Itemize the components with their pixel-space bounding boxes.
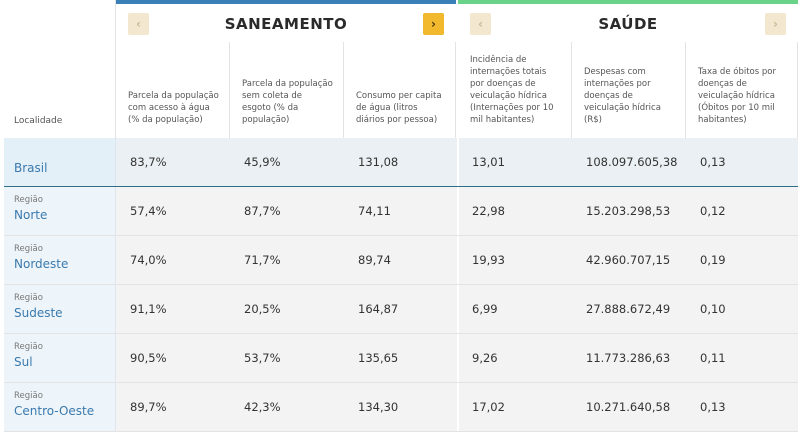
- column-header-agua: Parcela da população com acesso à água (…: [116, 42, 230, 138]
- table-cell: 0,11: [700, 351, 726, 365]
- column-header-despesas: Despesas com internações por doenças de …: [572, 42, 686, 138]
- table-cell: 6,99: [472, 302, 498, 316]
- chevron-left-icon[interactable]: ‹: [470, 13, 491, 35]
- row-values: 83,7% 45,9% 131,08 13,01 108.097.605,38 0,13: [116, 138, 798, 186]
- column-header-text: Incidência de internações totais por doe…: [470, 55, 554, 125]
- group-saude: ‹ SAÚDE ›: [458, 0, 798, 138]
- group-separator: [457, 334, 459, 382]
- table-cell: 57,4%: [130, 204, 167, 218]
- table-cell: 135,65: [358, 351, 399, 365]
- group-separator: [457, 236, 459, 284]
- table-cell: 89,74: [358, 253, 391, 267]
- location-name[interactable]: Sul: [14, 355, 33, 369]
- table-cell: 10.271.640,58: [586, 400, 671, 414]
- table-row[interactable]: Região Nordeste 74,0% 71,7% 89,74 19,93 42.960…: [4, 236, 798, 285]
- table-cell: 20,5%: [244, 302, 281, 316]
- group-separator: [457, 285, 459, 333]
- table-cell: 0,12: [700, 204, 726, 218]
- column-header-text: Taxa de óbitos por doenças de veiculação…: [698, 67, 776, 125]
- row-location[interactable]: Região Sul: [4, 334, 116, 382]
- table-cell: 13,01: [472, 155, 505, 169]
- column-header-text: Parcela da população sem coleta de esgot…: [242, 79, 333, 125]
- table-cell: 9,26: [472, 351, 498, 365]
- table-row[interactable]: Região Sudeste 91,1% 20,5% 164,87 6,99 27.888.…: [4, 285, 798, 334]
- table-cell: 91,1%: [130, 302, 167, 316]
- row-values: 90,5% 53,7% 135,65 9,26 11.773.286,63 0,11: [116, 334, 798, 382]
- location-name[interactable]: Centro-Oeste: [14, 404, 95, 418]
- saude-accent-bar: [458, 0, 798, 4]
- table-cell: 22,98: [472, 204, 505, 218]
- location-prefix: Região: [14, 244, 43, 254]
- table-cell: 11.773.286,63: [586, 351, 671, 365]
- location-prefix: Região: [14, 195, 43, 205]
- table-cell: 19,93: [472, 253, 505, 267]
- location-column-label: Localidade: [14, 116, 63, 126]
- row-values: 91,1% 20,5% 164,87 6,99 27.888.672,49 0,10: [116, 285, 798, 333]
- chevron-left-icon[interactable]: ‹: [128, 13, 149, 35]
- table-cell: 27.888.672,49: [586, 302, 671, 316]
- group-saneamento: ‹ SANEAMENTO ›: [116, 0, 456, 138]
- location-name[interactable]: Nordeste: [14, 257, 69, 271]
- table-cell: 164,87: [358, 302, 399, 316]
- table-row[interactable]: Região Sul 90,5% 53,7% 135,65 9,26 11.773.286,…: [4, 334, 798, 383]
- chevron-right-icon[interactable]: ›: [765, 13, 786, 35]
- row-values: 57,4% 87,7% 74,11 22,98 15.203.298,53 0,12: [116, 187, 798, 235]
- table-cell: 53,7%: [244, 351, 281, 365]
- group-separator: [457, 138, 459, 186]
- location-name[interactable]: Sudeste: [14, 306, 63, 320]
- table-cell: 0,19: [700, 253, 726, 267]
- group-title-saneamento: SANEAMENTO: [224, 15, 348, 33]
- table-cell: 87,7%: [244, 204, 281, 218]
- chevron-right-icon[interactable]: ›: [423, 13, 444, 35]
- table-cell: 0,10: [700, 302, 726, 316]
- column-header-esgoto: Parcela da população sem coleta de esgot…: [230, 42, 344, 138]
- table-cell: 71,7%: [244, 253, 281, 267]
- row-location[interactable]: Região Centro-Oeste: [4, 383, 116, 431]
- table-cell: 15.203.298,53: [586, 204, 671, 218]
- row-location[interactable]: Região Nordeste: [4, 236, 116, 284]
- row-location[interactable]: Região Sudeste: [4, 285, 116, 333]
- group-separator: [457, 383, 459, 431]
- table-cell: 74,0%: [130, 253, 167, 267]
- table-cell: 108.097.605,38: [586, 155, 678, 169]
- saneamento-accent-bar: [116, 0, 456, 4]
- table-cell: 131,08: [358, 155, 399, 169]
- table-row[interactable]: Região Norte 57,4% 87,7% 74,11 22,98 15.203.29…: [4, 187, 798, 236]
- table-row[interactable]: Brasil 83,7% 45,9% 131,08 13,01 108.097.605,3…: [4, 138, 798, 187]
- row-values: 89,7% 42,3% 134,30 17,02 10.271.640,58 0,13: [116, 383, 798, 431]
- location-prefix: Região: [14, 293, 43, 303]
- table-cell: 90,5%: [130, 351, 167, 365]
- table-cell: 45,9%: [244, 155, 281, 169]
- group-separator: [457, 187, 459, 235]
- table-cell: 0,13: [700, 155, 726, 169]
- column-header-consumo: Consumo per capita de água (litros diári…: [344, 42, 456, 138]
- table-cell: 134,30: [358, 400, 399, 414]
- table-cell: 89,7%: [130, 400, 167, 414]
- column-header-obitos: Taxa de óbitos por doenças de veiculação…: [686, 42, 798, 138]
- table-cell: 42,3%: [244, 400, 281, 414]
- table-cell: 0,13: [700, 400, 726, 414]
- location-name[interactable]: Brasil: [14, 161, 48, 175]
- row-values: 74,0% 71,7% 89,74 19,93 42.960.707,15 0,19: [116, 236, 798, 284]
- location-prefix: Região: [14, 391, 43, 401]
- table-row[interactable]: Região Centro-Oeste 89,7% 42,3% 134,30 17,02 1…: [4, 383, 798, 432]
- table-cell: 74,11: [358, 204, 391, 218]
- row-location[interactable]: Região Norte: [4, 187, 116, 235]
- column-header-internacoes: Incidência de internações totais por doe…: [458, 42, 572, 138]
- table-cell: 42.960.707,15: [586, 253, 671, 267]
- location-prefix: Região: [14, 342, 43, 352]
- location-name[interactable]: Norte: [14, 208, 48, 222]
- column-header-text: Despesas com internações por doenças de …: [584, 67, 661, 125]
- column-header-text: Parcela da população com acesso à água (…: [128, 91, 219, 125]
- group-title-saude: SAÚDE: [598, 15, 658, 33]
- row-location[interactable]: Brasil: [4, 138, 116, 186]
- table-cell: 17,02: [472, 400, 505, 414]
- column-header-text: Consumo per capita de água (litros diári…: [356, 91, 442, 125]
- table-cell: 83,7%: [130, 155, 167, 169]
- location-header: [4, 0, 116, 138]
